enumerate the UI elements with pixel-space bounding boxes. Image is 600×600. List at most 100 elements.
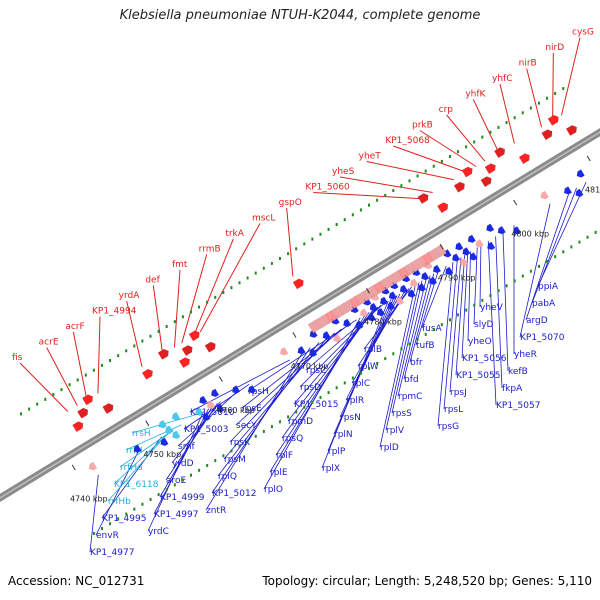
guide-dot — [198, 305, 201, 309]
bottom-label-leader — [159, 406, 213, 498]
guide-dot — [537, 264, 540, 268]
bottom-gene-label: argD — [526, 316, 548, 326]
guide-dot — [343, 381, 346, 385]
top-label-leader — [560, 37, 581, 116]
gene-feature — [388, 273, 399, 285]
guide-dot — [173, 320, 176, 324]
gene-feature — [541, 129, 553, 141]
gene-feature — [540, 190, 549, 200]
bottom-gene-label: rrfHb — [108, 497, 131, 507]
guide-dot — [384, 193, 387, 197]
guide-dot — [416, 174, 419, 178]
gene-feature — [421, 253, 431, 266]
guide-dot — [109, 522, 112, 526]
guide-dot — [546, 260, 549, 264]
guide-dot — [465, 308, 468, 312]
gene-feature — [368, 285, 379, 297]
gene-feature — [355, 320, 364, 330]
guide-dot — [165, 488, 168, 492]
top-gene-label: prkB — [412, 121, 433, 131]
top-gene-label: mscL — [252, 214, 275, 224]
gene-feature — [384, 275, 395, 288]
guide-dot — [335, 223, 338, 227]
bottom-gene-label: rrfHa — [120, 463, 143, 473]
gene-feature — [77, 407, 89, 419]
guide-dot — [465, 145, 468, 149]
guide-dot — [368, 366, 371, 370]
guide-dot — [359, 371, 362, 375]
guide-dot — [440, 159, 443, 163]
gene-feature — [332, 307, 342, 319]
bottom-gene-label: rplB — [364, 345, 382, 355]
bottom-label-leader — [455, 254, 466, 376]
gene-feature — [369, 302, 378, 312]
gene-feature — [372, 283, 383, 295]
top-gene-label: KP1_4994 — [92, 307, 137, 317]
gene-feature — [157, 348, 169, 360]
guide-dot — [230, 449, 233, 453]
bottom-gene-label: rpmD — [288, 417, 313, 427]
top-label-leader — [173, 269, 181, 348]
guide-dot — [157, 493, 160, 497]
scale-tick — [513, 199, 518, 206]
bottom-label-leader — [525, 192, 570, 321]
guide-dot — [392, 352, 395, 356]
guide-dot — [287, 252, 290, 256]
bottom-gene-label: KP1_5010 — [190, 408, 235, 418]
gene-feature — [323, 312, 334, 324]
top-gene-label: yhfK — [465, 90, 486, 100]
top-label-leader — [446, 114, 486, 162]
top-label-leader — [193, 238, 234, 337]
gene-feature — [210, 388, 220, 398]
guide-dot — [28, 407, 31, 411]
guide-dot — [497, 289, 500, 293]
top-label-leader — [339, 176, 433, 194]
guide-dot — [270, 261, 273, 265]
bottom-label-leader — [449, 257, 462, 393]
gene-feature — [407, 289, 416, 298]
scale-tick-label: 4810 kbp — [585, 185, 600, 194]
guide-dot — [416, 337, 419, 341]
bottom-gene-label: KP1_4997 — [154, 510, 198, 520]
guide-dot — [157, 329, 160, 333]
gene-feature — [480, 176, 492, 188]
gene-feature — [367, 313, 377, 322]
guide-dot — [238, 281, 241, 285]
accession-text: Accession: NC_012731 — [8, 574, 145, 588]
gene-feature — [172, 430, 181, 440]
bottom-gene-label: yrdC — [148, 527, 169, 537]
bottom-label-leader — [443, 259, 458, 410]
top-gene-label: KP1_5060 — [305, 183, 350, 193]
bottom-label-leader — [101, 436, 162, 519]
bottom-gene-label: KP1_4995 — [102, 514, 146, 524]
gene-feature — [206, 400, 216, 409]
gene-feature — [493, 147, 506, 159]
scale-tick-label: 4770 kbp — [291, 362, 329, 371]
guide-dot — [473, 303, 476, 307]
guide-dot — [473, 140, 476, 144]
guide-dot — [230, 286, 233, 290]
gene-feature — [247, 384, 257, 394]
guide-dot — [214, 459, 217, 463]
gene-feature — [469, 252, 478, 261]
bottom-label-leader — [351, 290, 406, 384]
top-gene-label: yheT — [359, 152, 382, 162]
bottom-gene-label: rpsQ — [282, 434, 303, 444]
guide-dot — [36, 402, 39, 406]
gene-feature — [518, 153, 530, 165]
guide-dot — [521, 111, 524, 115]
bottom-gene-label: rpsG — [438, 422, 459, 432]
gene-feature — [386, 301, 396, 311]
guide-dot — [554, 91, 557, 95]
gene-feature — [216, 403, 225, 413]
bottom-label-leader — [537, 181, 587, 287]
bottom-gene-label: KP1_5057 — [496, 401, 540, 411]
bottom-gene-label: KP1_5015 — [294, 400, 338, 410]
guide-dot — [505, 121, 508, 125]
top-gene-label: cysG — [572, 28, 594, 38]
scale-tick-label: 4750 kbp — [144, 450, 182, 459]
top-label-leader — [526, 68, 543, 128]
bottom-label-leader — [495, 236, 503, 389]
gene-feature — [428, 276, 438, 285]
bottom-label-leader — [125, 424, 182, 451]
